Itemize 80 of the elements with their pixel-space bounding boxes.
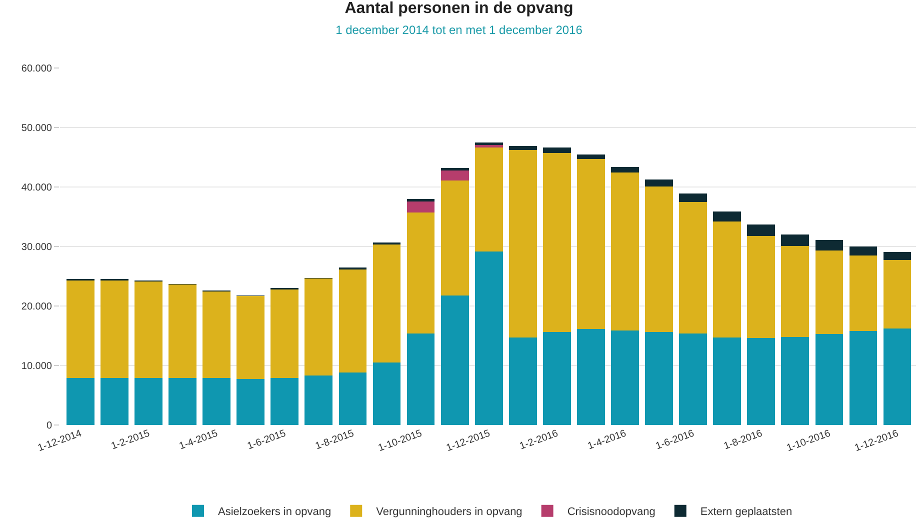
bar [338, 270, 367, 373]
bar [679, 202, 708, 334]
legend-label: Vergunninghouders in opvang [376, 506, 522, 518]
bar [508, 338, 537, 425]
bar [508, 146, 537, 150]
bar [440, 168, 469, 170]
y-tick-label: 60.000 [21, 64, 52, 74]
legend-label: Asielzoekers in opvang [218, 506, 332, 518]
bar [474, 251, 503, 425]
bar [849, 255, 878, 331]
bar [372, 362, 401, 425]
bar [645, 332, 673, 425]
legend-label: Extern geplaatsten [700, 506, 792, 518]
bar [236, 379, 265, 425]
bar [100, 280, 128, 378]
bar [542, 148, 571, 154]
bar [815, 240, 844, 251]
bar [679, 333, 708, 425]
y-tick-label: 0 [46, 420, 52, 432]
bar [815, 334, 844, 425]
bar [338, 372, 367, 425]
bar [645, 179, 673, 186]
bar [270, 378, 299, 425]
bar [883, 252, 912, 260]
bar [134, 378, 162, 425]
bar [645, 186, 673, 332]
chart-subtitle: 1 december 2014 tot en met 1 december 2016 [336, 22, 583, 37]
bar [202, 378, 231, 425]
bar [713, 338, 742, 425]
bar [849, 246, 878, 256]
bar [66, 378, 94, 425]
chart-title: Aantal personen in de opvang [344, 0, 574, 18]
y-tick-label: 20.000 [21, 302, 52, 312]
bar [66, 280, 94, 378]
bar [577, 329, 605, 425]
y-tick-label: 10.000 [21, 361, 52, 372]
bar [304, 376, 333, 425]
y-tick-label: 50.000 [21, 123, 52, 134]
bar [781, 336, 810, 425]
bar [372, 244, 401, 363]
bar [100, 378, 128, 425]
bar [168, 378, 196, 425]
bar [611, 172, 639, 330]
bar [304, 278, 333, 376]
bar [747, 224, 776, 236]
bar [406, 198, 435, 202]
bar [406, 201, 435, 213]
bar [713, 222, 742, 338]
bar [679, 194, 708, 202]
bar [611, 166, 639, 173]
bar [781, 234, 810, 246]
bar [611, 330, 639, 425]
bar [577, 154, 605, 160]
bar [134, 282, 162, 378]
bar [508, 150, 537, 338]
bar [542, 332, 571, 425]
bar [883, 260, 912, 329]
bar [440, 180, 469, 296]
bar [747, 236, 776, 338]
bar [815, 250, 844, 334]
bar [406, 212, 435, 334]
bar [474, 148, 503, 252]
bar [236, 296, 265, 380]
bar [542, 153, 571, 332]
bar [781, 246, 810, 337]
bar [577, 159, 605, 330]
bar [883, 328, 912, 425]
bar [440, 170, 469, 180]
bar [713, 211, 742, 222]
bar [747, 338, 776, 425]
bar [440, 295, 469, 425]
bar [168, 284, 196, 378]
bar [406, 333, 435, 425]
bar [270, 289, 299, 378]
bar [849, 330, 878, 425]
y-tick-label: 40.000 [21, 182, 52, 194]
legend-label: Crisisnoodopvang [567, 506, 656, 518]
bar [474, 142, 503, 145]
y-tick-label: 30.000 [21, 242, 52, 253]
bar [202, 292, 231, 378]
